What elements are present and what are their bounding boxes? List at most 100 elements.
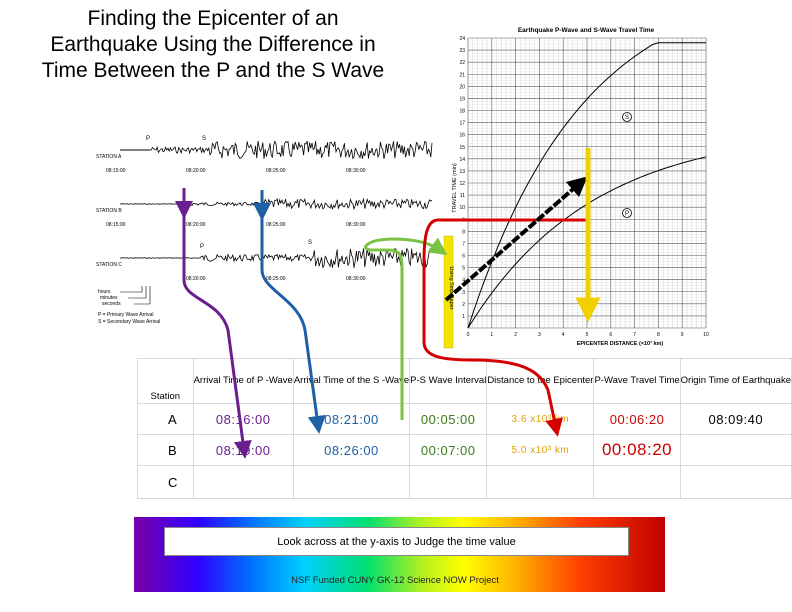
legend-hours: hours (98, 289, 111, 295)
header-origin: Origin Time of Earthquake (679, 358, 792, 404)
x-tick-label: 2 (514, 332, 517, 338)
cell-interval (409, 465, 488, 499)
cell-station: C (137, 465, 194, 499)
x-tick-label: 10 (703, 332, 709, 338)
x-tick-label: 9 (681, 332, 684, 338)
cell-distance: 3.6 x10³ km (486, 403, 595, 435)
cell-station: B (137, 434, 194, 466)
x-tick-label: 4 (562, 332, 565, 338)
epicenter-table: Station Arrival Time of P -Wave Arrival … (137, 358, 792, 499)
y-tick-label: 21 (459, 72, 465, 78)
legend-p-wave: P = Primary Wave Arrival (98, 312, 153, 318)
header-p-arrival: Arrival Time of P -Wave (192, 358, 294, 404)
cell-origin (679, 434, 792, 466)
cell-origin: 08:09:40 (679, 403, 792, 435)
station-a-time-1: 08:15:00 (106, 168, 126, 174)
y-tick-label: 19 (459, 96, 465, 102)
banner-text: Look across at the y-axis to Judge the t… (277, 535, 516, 548)
station-c-label: STATION C (96, 262, 122, 268)
y-tick-label: 16 (459, 133, 465, 139)
travel-chart-y-label: TRAVEL TIME (min) (452, 163, 458, 213)
x-tick-label: 1 (490, 332, 493, 338)
x-tick-label: 6 (609, 332, 612, 338)
p-curve-marker (622, 208, 632, 218)
y-tick-label: 2 (462, 302, 465, 308)
cell-p-arrival: 08:16:00 (192, 403, 294, 435)
title-line-3: Time Between the P and the S Wave (41, 59, 385, 82)
y-tick-label: 7 (462, 241, 465, 247)
station-a-trace (150, 140, 433, 160)
station-c-trace (120, 247, 433, 269)
cell-s-arrival: 08:26:00 (292, 434, 411, 466)
station-b-time-1: 08:15:00 (106, 222, 126, 228)
y-tick-label: 10 (459, 205, 465, 211)
y-tick-label: 24 (459, 36, 465, 42)
header-interval: P-S Wave Interval (409, 358, 488, 404)
station-b-time-3: 08:25:00 (266, 222, 286, 228)
p-curve-label: P (625, 211, 629, 217)
y-tick-label: 3 (462, 290, 465, 296)
cell-interval: 00:07:00 (409, 434, 488, 466)
y-tick-label: 5 (462, 266, 465, 272)
header-distance: Distance to the Epicenter (486, 358, 595, 404)
seismogram-legend: hours minutes seconds P = Primary Wave A… (98, 286, 160, 325)
strip-paper-label: Using Strip Paper (448, 266, 454, 309)
cell-p-travel: 00:08:20 (593, 434, 681, 466)
y-tick-label: 1 (462, 314, 465, 320)
travel-time-chart: Earthquake P-Wave and S-Wave Travel Time… (440, 18, 712, 350)
cell-s-arrival: 08:21:00 (292, 403, 411, 435)
s-curve-label: S (625, 115, 629, 121)
y-tick-label: 6 (462, 254, 465, 260)
x-tick-label: 7 (633, 332, 636, 338)
station-a-s-marker: S (202, 136, 206, 142)
station-c-time-2: 08:25:00 (266, 276, 286, 282)
x-tick-label: 0 (467, 332, 470, 338)
station-b-label: STATION B (96, 208, 122, 214)
table-row: B 08:19:00 08:26:00 00:07:00 5.0 x10³ km… (137, 434, 792, 466)
legend-minutes: minutes (100, 295, 118, 301)
station-c-time-3: 08:30:00 (346, 276, 366, 282)
y-tick-label: 15 (459, 145, 465, 151)
y-tick-label: 4 (462, 278, 465, 284)
x-tick-label: 8 (657, 332, 660, 338)
cell-p-arrival (192, 465, 294, 499)
cell-distance (486, 465, 595, 499)
cell-p-travel: 00:06:20 (593, 403, 681, 435)
travel-chart-title: Earthquake P-Wave and S-Wave Travel Time (518, 27, 655, 34)
y-tick-label: 13 (459, 169, 465, 175)
travel-chart-x-label: EPICENTER DISTANCE (×10³ km) (577, 340, 664, 347)
footer-credit: NSF Funded CUNY GK-12 Science NOW Projec… (291, 575, 499, 586)
y-tick-label: 9 (462, 217, 465, 223)
station-a-time-2: 08:20:00 (186, 168, 206, 174)
x-tick-label: 3 (538, 332, 541, 338)
y-tick-label: 11 (460, 193, 465, 199)
station-b-trace (120, 197, 433, 211)
station-c-p-marker: P (200, 244, 204, 250)
cell-station: A (137, 403, 194, 435)
cell-s-arrival (292, 465, 411, 499)
station-c-time-1: 08:20:00 (186, 276, 206, 282)
y-tick-label: 12 (459, 181, 465, 187)
station-a-label: STATION A (96, 154, 122, 160)
station-a-time-3: 08:25:00 (266, 168, 286, 174)
table-row: A 08:16:00 08:21:00 00:05:00 3.6 x10³ km… (137, 403, 792, 435)
legend-s-wave: S = Secondary Wave Arrival (98, 319, 160, 325)
station-b-time-4: 08:30:00 (346, 222, 366, 228)
y-tick-label: 17 (459, 121, 465, 127)
station-a-p-marker: P (146, 136, 150, 142)
header-s-arrival: Arrival Time of the S -Wave (292, 358, 411, 404)
slide-title: Finding the Epicenter of an Earthquake U… (8, 6, 418, 84)
cell-origin (679, 465, 792, 499)
station-a-time-4: 08:30:00 (346, 168, 366, 174)
cell-p-arrival: 08:19:00 (192, 434, 294, 466)
y-tick-label: 23 (459, 48, 465, 54)
header-p-travel: P-Wave Travel Time (593, 358, 681, 404)
cell-p-travel (593, 465, 681, 499)
station-c-s-marker: S (308, 240, 312, 246)
y-tick-label: 8 (462, 229, 465, 235)
legend-seconds: seconds (102, 301, 121, 307)
banner-text-box: Look across at the y-axis to Judge the t… (164, 527, 629, 556)
station-b-time-2: 08:20:00 (186, 222, 206, 228)
seismogram-image: STATION A P S 08:15:00 08:20:00 08:25:00… (96, 136, 433, 325)
y-tick-label: 18 (459, 109, 465, 115)
